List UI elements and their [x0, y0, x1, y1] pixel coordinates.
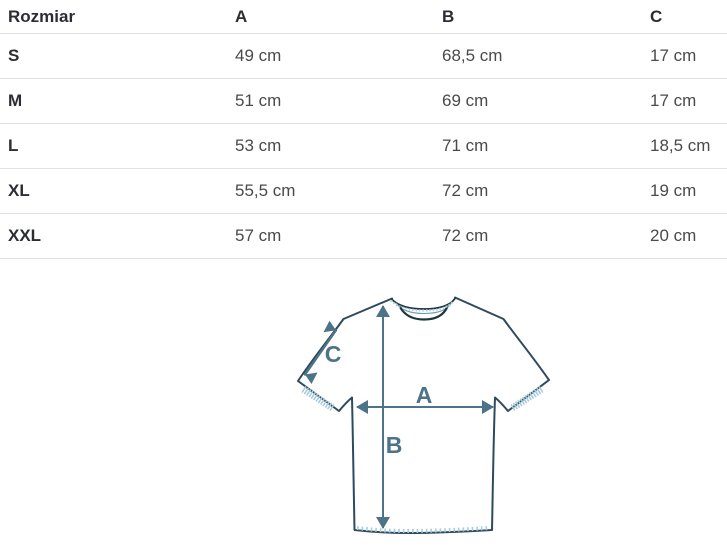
svg-text:A: A — [416, 382, 433, 408]
svg-text:B: B — [386, 432, 403, 458]
svg-text:C: C — [325, 341, 342, 367]
